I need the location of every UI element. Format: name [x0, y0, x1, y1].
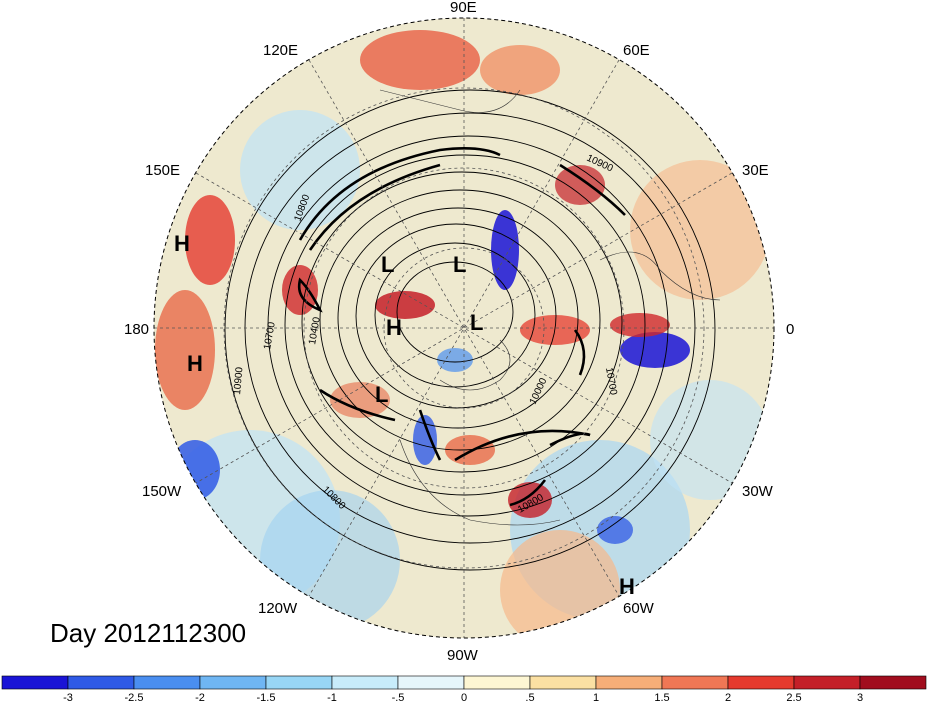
colorbar-tick-label: 1 [593, 692, 599, 702]
colorbar-swatch [67, 675, 135, 690]
lon-label: 150W [142, 483, 182, 500]
lon-label: 0 [786, 321, 794, 338]
colorbar-swatch [859, 675, 927, 690]
colorbar-swatch [727, 675, 795, 690]
lon-label: 180 [124, 321, 149, 338]
colorbar-swatch [1, 675, 69, 690]
contour-label: 10700 [603, 367, 619, 397]
lon-label: 60W [623, 600, 655, 617]
high-pressure-label: H [386, 315, 402, 340]
lon-label: 60E [623, 42, 650, 59]
colorbar-swatch [133, 675, 201, 690]
colorbar-tick-label: 1.5 [654, 692, 669, 702]
high-pressure-label: H [174, 231, 190, 256]
colorbar-tick-label: -1 [327, 692, 337, 702]
lon-label: 150E [145, 162, 180, 179]
colorbar-tick-label: .5 [525, 692, 534, 702]
colorbar-tick-label: -2.5 [125, 692, 144, 702]
low-pressure-label: L [375, 382, 388, 407]
pressure-centers: H H L L H L L H [174, 231, 635, 599]
low-pressure-label: L [470, 310, 483, 335]
colorbar-swatch [265, 675, 333, 690]
contour-label: 10900 [232, 366, 245, 395]
colorbar-tick-label: 3 [857, 692, 863, 702]
contour-label: 10400 [307, 316, 323, 346]
low-pressure-label: L [453, 252, 466, 277]
colorbar: -3 -2.5 -2 -1.5 -1 -.5 0 .5 1 1.5 2 2.5 3 [1, 675, 927, 702]
high-pressure-label: H [619, 574, 635, 599]
lon-label: 90E [450, 0, 477, 16]
colorbar-swatch [397, 675, 465, 690]
colorbar-swatch [529, 675, 597, 690]
lon-label: 90W [447, 647, 479, 664]
colorbar-tick-label: 2 [725, 692, 731, 702]
lon-label: 30W [742, 483, 774, 500]
colorbar-swatch [661, 675, 729, 690]
colorbar-tick-label: -1.5 [257, 692, 276, 702]
lon-label: 30E [742, 162, 769, 179]
colorbar-tick-label: -3 [63, 692, 73, 702]
colorbar-tick-label: -.5 [392, 692, 405, 702]
colorbar-tick-label: -2 [195, 692, 205, 702]
colorbar-swatch [199, 675, 267, 690]
jet-contours [297, 147, 626, 507]
map-boundary [153, 17, 775, 639]
colorbar-swatch [331, 675, 399, 690]
low-pressure-label: L [381, 252, 394, 277]
high-pressure-label: H [187, 351, 203, 376]
colorbar-swatch [463, 675, 531, 690]
graticule [154, 18, 774, 638]
page-title: Day 2012112300 [50, 618, 247, 648]
lon-label: 120W [258, 600, 298, 617]
colorbar-swatch [595, 675, 663, 690]
longitude-labels: 90E 60E 30E 0 30W 60W 90W 120W 150W 180 … [124, 0, 794, 664]
contour-label: 10700 [262, 321, 278, 351]
colorbar-tick-label: 0 [461, 692, 467, 702]
anomaly-field [154, 18, 774, 638]
colorbar-swatch [793, 675, 861, 690]
lon-label: 120E [263, 42, 298, 59]
colorbar-tick-label: 2.5 [786, 692, 801, 702]
